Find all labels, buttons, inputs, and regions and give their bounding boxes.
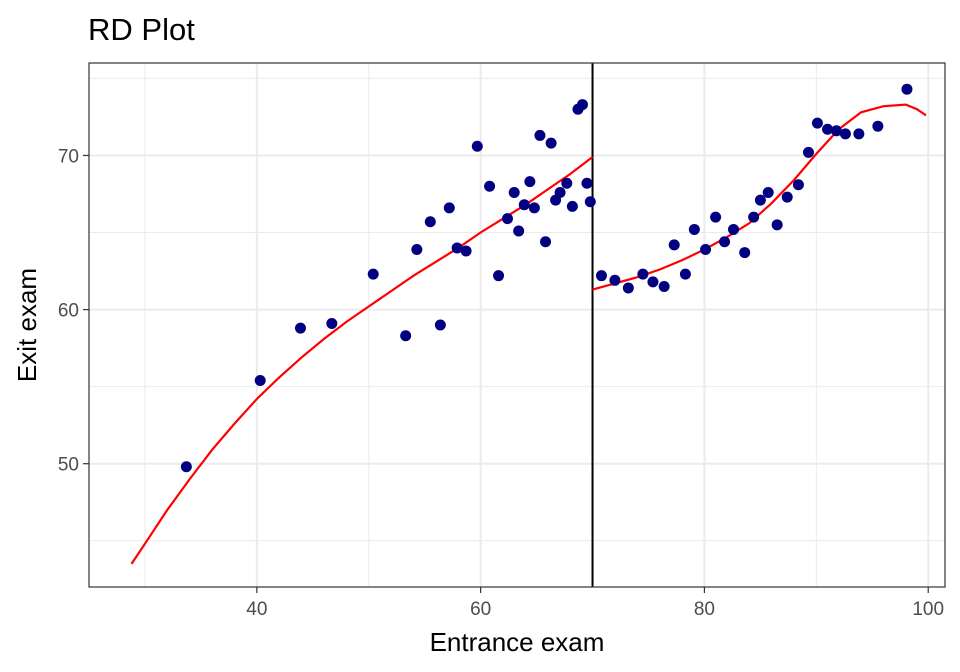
data-points bbox=[180, 83, 913, 473]
data-point bbox=[180, 461, 192, 473]
data-point bbox=[566, 200, 578, 212]
data-point bbox=[367, 268, 379, 280]
x-tick-label: 40 bbox=[246, 599, 267, 620]
data-point bbox=[518, 199, 530, 211]
y-tick-label: 60 bbox=[58, 301, 79, 322]
y-axis: 50 60 70 bbox=[58, 146, 89, 476]
data-point bbox=[576, 99, 588, 111]
data-point bbox=[434, 319, 446, 331]
data-point bbox=[637, 268, 649, 280]
data-point bbox=[748, 211, 760, 223]
data-point bbox=[493, 270, 505, 282]
data-point bbox=[739, 247, 751, 259]
data-point bbox=[609, 274, 621, 286]
data-point bbox=[839, 128, 851, 140]
x-tick-label: 100 bbox=[912, 599, 944, 620]
fit-line-left bbox=[130, 156, 594, 565]
data-point bbox=[647, 276, 659, 288]
grid-major bbox=[89, 63, 945, 587]
data-point bbox=[501, 213, 513, 225]
data-point bbox=[584, 196, 596, 208]
data-point bbox=[700, 243, 712, 255]
data-point bbox=[471, 140, 483, 152]
data-point bbox=[710, 211, 722, 223]
data-point bbox=[830, 125, 842, 137]
data-point bbox=[254, 374, 266, 386]
data-point bbox=[508, 186, 520, 198]
data-point bbox=[460, 245, 472, 257]
data-point bbox=[679, 268, 691, 280]
data-point bbox=[484, 180, 496, 192]
data-point bbox=[545, 137, 557, 149]
data-point bbox=[771, 219, 783, 231]
data-point bbox=[853, 128, 865, 140]
grid-minor bbox=[89, 63, 945, 587]
data-point bbox=[326, 317, 338, 329]
data-point bbox=[668, 239, 680, 251]
data-point bbox=[901, 83, 913, 95]
data-point bbox=[792, 179, 804, 191]
data-point bbox=[424, 216, 436, 228]
x-axis: 40 60 80 100 bbox=[246, 587, 944, 620]
x-tick-label: 80 bbox=[694, 599, 715, 620]
data-point bbox=[400, 330, 412, 342]
data-point bbox=[622, 282, 634, 294]
data-point bbox=[513, 225, 525, 237]
data-point bbox=[728, 223, 740, 235]
panel-border bbox=[88, 62, 946, 588]
data-point bbox=[762, 186, 774, 198]
data-point bbox=[754, 194, 766, 206]
data-point bbox=[719, 236, 731, 248]
data-point bbox=[561, 177, 573, 189]
data-point bbox=[872, 120, 884, 132]
data-point bbox=[822, 123, 834, 135]
x-axis-title: Entrance exam bbox=[430, 627, 605, 657]
fit-line-right bbox=[592, 103, 927, 291]
data-point bbox=[554, 186, 566, 198]
data-point bbox=[811, 117, 823, 129]
data-point bbox=[451, 242, 463, 254]
y-tick-label: 70 bbox=[58, 146, 79, 167]
data-point bbox=[443, 202, 455, 214]
data-point bbox=[540, 236, 552, 248]
data-point bbox=[294, 322, 306, 334]
y-tick-label: 50 bbox=[58, 455, 79, 476]
y-axis-title: Exit exam bbox=[12, 268, 42, 382]
data-point bbox=[411, 243, 423, 255]
chart-title: RD Plot bbox=[88, 12, 195, 47]
x-tick-label: 60 bbox=[470, 599, 491, 620]
data-point bbox=[802, 146, 814, 158]
data-point bbox=[595, 270, 607, 282]
data-point bbox=[658, 280, 670, 292]
data-point bbox=[581, 177, 593, 189]
data-point bbox=[781, 191, 793, 203]
data-point bbox=[688, 223, 700, 235]
data-point bbox=[524, 176, 536, 188]
data-point bbox=[534, 129, 546, 141]
data-point bbox=[528, 202, 540, 214]
